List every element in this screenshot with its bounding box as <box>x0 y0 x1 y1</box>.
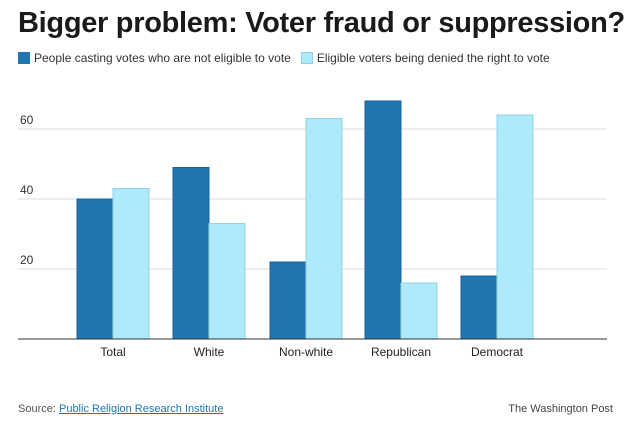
publisher-credit: The Washington Post <box>508 403 613 415</box>
legend-swatch-dark <box>18 52 30 64</box>
legend-item-denied-voters: Eligible voters being denied the right t… <box>300 51 550 65</box>
legend: People casting votes who are not eligibl… <box>18 51 560 65</box>
bar-non-white-series-2 <box>305 118 343 340</box>
legend-label-denied-voters: Eligible voters being denied the right t… <box>316 51 550 65</box>
legend-swatch-light <box>300 52 313 64</box>
y-tick-label-60: 60 <box>20 113 34 127</box>
bar-democrat-series-2 <box>496 114 534 340</box>
source-prefix: Source: <box>18 403 56 415</box>
x-tick-label-democrat: Democrat <box>471 345 524 359</box>
x-tick-label-white: White <box>194 345 225 359</box>
x-tick-label-non-white: Non-white <box>279 345 333 359</box>
source-note: Source: Public Religion Research Institu… <box>18 403 223 415</box>
bar-total-series-2 <box>112 188 150 340</box>
bar-republican-series-2 <box>400 282 438 340</box>
source-link[interactable]: Public Religion Research Institute <box>58 403 224 415</box>
bar-republican-series-1 <box>364 100 402 340</box>
bar-total-series-1 <box>76 198 114 340</box>
legend-label-ineligible-voters: People casting votes who are not eligibl… <box>34 51 291 65</box>
chart-title: Bigger problem: Voter fraud or suppressi… <box>18 7 625 39</box>
x-tick-label-republican: Republican <box>371 345 431 359</box>
bar-white-series-2 <box>208 223 246 340</box>
y-tick-label-40: 40 <box>20 183 34 197</box>
bar-non-white-series-1 <box>269 261 307 340</box>
y-tick-label-20: 20 <box>20 253 34 267</box>
bar-white-series-1 <box>172 167 210 340</box>
x-tick-label-total: Total <box>100 345 125 359</box>
bar-democrat-series-1 <box>460 275 498 340</box>
legend-item-ineligible-voters: People casting votes who are not eligibl… <box>18 51 291 65</box>
